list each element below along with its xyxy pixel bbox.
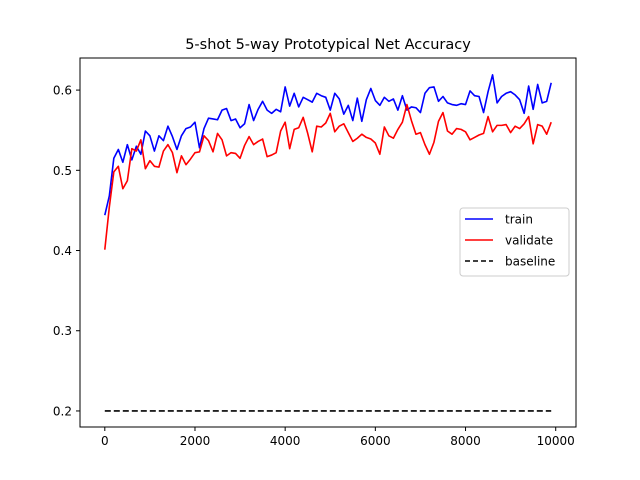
y-axis: 0.2 0.3 0.4 0.5 0.6 [53, 84, 80, 418]
plot-area-frame [79, 57, 577, 428]
legend-label-train: train [505, 213, 533, 227]
legend-frame [459, 207, 570, 277]
y-tick-label: 0.5 [53, 164, 72, 178]
y-tick-label: 0.6 [53, 84, 72, 98]
legend-label-baseline: baseline [505, 255, 555, 269]
legend: train validate baseline [459, 207, 570, 277]
x-tick-label: 8000 [450, 434, 481, 448]
x-tick-label: 6000 [360, 434, 391, 448]
series-line-validate [104, 103, 552, 250]
legend-items: train validate baseline [465, 213, 555, 269]
x-tick-label: 4000 [270, 434, 301, 448]
y-tick-label: 0.4 [53, 244, 72, 258]
x-tick-label: 2000 [180, 434, 211, 448]
series-line-train [104, 74, 552, 216]
y-tick-label: 0.2 [53, 404, 72, 418]
x-tick-label: 10000 [537, 434, 575, 448]
series-layer [104, 74, 552, 412]
chart-title: 5-shot 5-way Prototypical Net Accuracy [185, 37, 471, 53]
x-axis: 0 2000 4000 6000 8000 10000 [101, 427, 575, 448]
legend-label-validate: validate [505, 234, 553, 248]
y-tick-label: 0.3 [53, 324, 72, 338]
x-tick-label: 0 [101, 434, 109, 448]
